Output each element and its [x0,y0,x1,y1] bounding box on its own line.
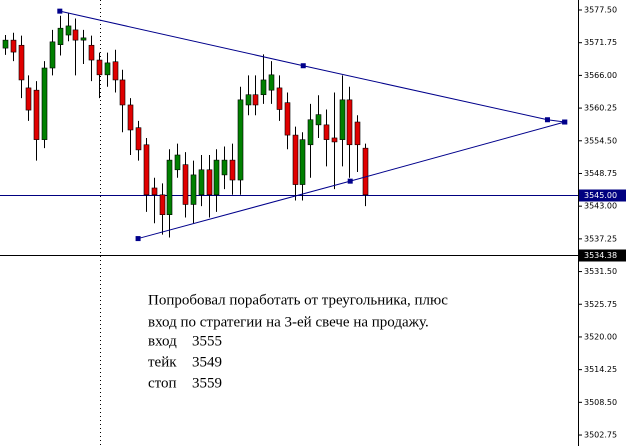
candle-body [72,29,79,41]
candle-body [88,44,95,61]
candle-body [237,99,244,181]
candle-body [174,154,181,171]
candle-body [159,194,166,215]
y-tick-label: 3554.50 [584,136,617,145]
candle-body [362,147,369,196]
candle-body [315,114,322,126]
price-label-box [579,249,626,262]
y-tick-label: 3548.75 [584,169,617,178]
level-label: вход [148,333,177,349]
candle-body [80,37,87,41]
level-value: 3559 [192,375,222,391]
level-value: 3549 [192,354,222,370]
candle-body [331,137,338,143]
y-tick-label: 3560.25 [584,104,617,113]
candle-body [18,44,25,81]
candle-body [206,169,213,196]
candle-body [307,119,314,146]
y-tick-label: 3531.50 [584,267,617,276]
candle-body [65,25,72,36]
candle-body [25,87,32,111]
price-label-box [579,189,626,202]
annotation-line: вход по стратегии на 3-ей свече на прода… [148,314,429,330]
trendline-anchor [300,63,306,69]
candle-body [166,159,173,215]
candle-body [112,61,119,81]
candle-body [10,39,17,53]
y-tick-label: 3514.25 [584,365,617,374]
candle-body [299,139,306,185]
candle-body [198,169,205,196]
candle-body [135,127,142,151]
candle-body [221,159,228,176]
candle-body [190,174,197,205]
candle-body [2,39,9,49]
trendline [59,10,565,123]
level-label: стоп [148,375,177,391]
price-label: 3545.00 [584,191,617,200]
level-label: тейк [148,354,177,370]
candle-body [284,102,291,136]
candle-body [104,62,111,76]
candle-body [151,187,158,196]
candle-body [33,89,40,140]
y-tick-label: 3508.50 [584,398,617,407]
y-tick-label: 3502.75 [584,431,617,440]
trendline-anchor [135,236,141,242]
y-tick-label: 3571.75 [584,38,617,47]
y-tick-label: 3537.25 [584,234,617,243]
candle-body [229,159,236,181]
candle-body [127,104,134,131]
candle-body [182,164,189,205]
trendline-anchor [347,178,353,184]
level-value: 3555 [192,333,222,349]
candle-body [143,144,150,196]
trendline-anchor [544,117,550,123]
candle-body [57,27,64,45]
candle-body [346,99,353,146]
candle-body [213,159,220,196]
candle-body [276,87,283,110]
candle-body [49,41,56,69]
candle-body [96,59,103,76]
candle-body [260,79,267,96]
y-tick-label: 3543.00 [584,202,617,211]
candle-body [323,124,330,140]
y-tick-label: 3520.00 [584,332,617,341]
y-tick-label: 3525.75 [584,300,617,309]
candle-body [41,67,48,140]
candle-body [245,94,252,106]
candle-body [119,79,126,106]
candle-body [354,121,361,146]
candle-body [252,94,259,106]
candle-body [292,134,299,185]
candle-body [268,74,275,91]
candle-body [339,99,346,140]
trendline-anchor [562,119,568,125]
trendline-anchor [57,8,63,14]
y-tick-label: 3566.00 [584,71,617,80]
annotation-line: Попробовал поработать от треугольника, п… [148,292,448,308]
price-label: 3534.38 [584,251,617,260]
y-tick-label: 3577.50 [584,6,617,15]
